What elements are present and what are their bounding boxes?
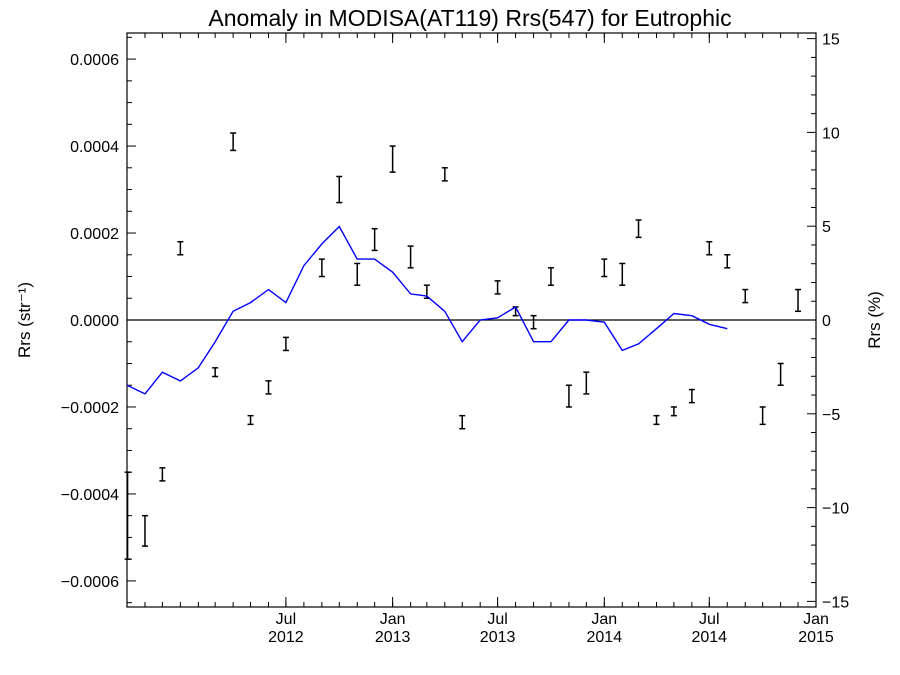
error-bar (724, 254, 731, 269)
right-tick-label: −10 (822, 501, 849, 518)
x-tick-label-year: 2015 (798, 629, 834, 646)
left-tick-label: −0.0006 (61, 574, 119, 591)
error-bars (124, 132, 802, 560)
error-bar (441, 167, 448, 182)
error-bar (141, 514, 148, 547)
left-tick-label: 0.0000 (70, 313, 119, 330)
x-tick-label-year: 2013 (375, 629, 411, 646)
x-tick-label-month: Jan (380, 611, 406, 628)
x-tick-label-month: Jan (591, 611, 617, 628)
right-tick-label: 5 (822, 219, 831, 236)
x-tick-label-year: 2013 (480, 629, 516, 646)
x-tick-label-month: Jul (699, 611, 719, 628)
error-bar (670, 406, 677, 417)
error-bar (230, 132, 237, 152)
error-bar (742, 288, 749, 304)
error-bar (318, 258, 325, 278)
x-tick-label-month: Jan (803, 611, 829, 628)
error-bar (777, 362, 784, 386)
x-tick-label-year: 2012 (268, 629, 304, 646)
x-tick-label-year: 2014 (587, 629, 623, 646)
right-ticks: −15 −10 −5 0 5 10 15 (807, 32, 849, 611)
left-tick-label: 0.0004 (70, 139, 119, 156)
x-tick-label-month: Jul (487, 611, 507, 628)
x-ticks: Jul2012Jan2013Jul2013Jan2014Jul2014Jan20… (126, 33, 834, 646)
error-bar (389, 145, 396, 173)
error-bar (759, 406, 766, 426)
error-bar (354, 262, 361, 286)
error-bar (635, 219, 642, 239)
left-tick-label: 0.0006 (70, 52, 119, 69)
error-bar (124, 471, 131, 560)
x-tick-label-month: Jul (276, 611, 296, 628)
error-bar (459, 414, 466, 430)
error-bar (795, 288, 802, 313)
y-axis-label-left: Rrs (str⁻¹) (15, 282, 34, 358)
right-tick-label: 0 (822, 313, 831, 330)
chart-title: Anomaly in MODISA(AT119) Rrs(547) for Eu… (208, 5, 731, 31)
error-bar (530, 314, 537, 330)
error-bar (407, 245, 414, 269)
series-line (126, 225, 728, 395)
right-tick-label: −5 (822, 407, 840, 424)
error-bar (619, 262, 626, 286)
error-bar (265, 380, 272, 395)
right-tick-label: 10 (822, 125, 840, 142)
error-bar (583, 371, 590, 395)
error-bar (601, 258, 608, 278)
error-bar (247, 414, 254, 426)
y-axis-label-right: Rrs (%) (865, 291, 884, 349)
right-tick-label: 15 (822, 32, 840, 49)
error-bar (565, 384, 572, 408)
error-bar (282, 336, 289, 352)
error-bar (159, 467, 166, 482)
left-tick-label: 0.0002 (70, 226, 119, 243)
error-bar (547, 267, 554, 286)
left-tick-label: −0.0002 (61, 400, 119, 417)
error-bar (177, 240, 184, 256)
error-bar (688, 388, 695, 404)
left-tick-label: −0.0004 (61, 487, 119, 504)
left-ticks: −0.0006 −0.0004 −0.0002 0.0000 0.0002 0.0004 0… (61, 36, 136, 604)
right-tick-label: −15 (822, 594, 849, 611)
error-bar (371, 227, 378, 252)
x-tick-label-year: 2014 (691, 629, 727, 646)
error-bar (706, 240, 713, 256)
error-bar (336, 175, 343, 204)
error-bar (494, 280, 501, 295)
error-bar (212, 367, 219, 378)
error-bar (653, 414, 660, 426)
